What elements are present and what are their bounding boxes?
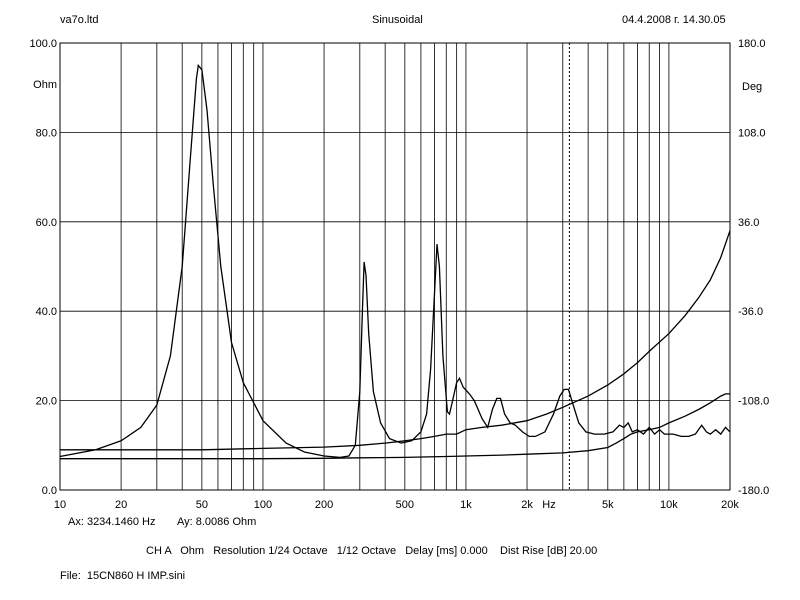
x-tick-label: 100	[254, 499, 272, 511]
plot-frame	[59, 42, 731, 491]
x-tick-label: 500	[396, 499, 414, 511]
y-right-tick-label: 108.0	[738, 127, 766, 139]
series-line-1	[59, 63, 731, 459]
settings-line: CH A Ohm Resolution 1/24 Octave 1/12 Oct…	[146, 545, 598, 557]
x-tick-label: 50	[196, 499, 208, 511]
y-left-tick-label: 100.0	[29, 38, 57, 50]
cursor-readout-y: Ay: 8.0086 Ohm	[177, 516, 257, 528]
x-tick-label: 10k	[660, 499, 678, 511]
y-right-tick-label: -180.0	[738, 485, 769, 497]
y-left-tick-label: 60.0	[36, 217, 57, 229]
x-tick-label: 200	[315, 499, 333, 511]
header-left-title: va7o.ltd	[60, 14, 99, 26]
y-right-unit-label: Deg	[742, 81, 762, 93]
y-left-tick-label: 40.0	[36, 306, 57, 318]
y-right-tick-label: -36.0	[738, 306, 763, 318]
series-line-3	[60, 393, 730, 460]
x-unit-label: Hz	[542, 499, 555, 511]
file-line: File: 15CN860 H IMP.sini	[60, 570, 186, 582]
x-tick-label: 20k	[721, 499, 739, 511]
x-tick-label: 20	[115, 499, 127, 511]
y-left-unit-label: Ohm	[33, 79, 57, 91]
series-line-2	[60, 230, 731, 451]
x-tick-label: 10	[54, 499, 66, 511]
header-timestamp: 04.4.2008 г. 14.30.05	[622, 14, 726, 26]
cursor-readout-x: Ax: 3234.1460 Hz	[68, 516, 156, 528]
y-right-tick-label: -108.0	[738, 396, 769, 408]
x-tick-label: 2k	[521, 499, 533, 511]
y-right-tick-label: 36.0	[738, 217, 759, 229]
series-layer	[59, 63, 731, 460]
x-tick-label: 1k	[460, 499, 472, 511]
y-left-tick-label: 80.0	[36, 127, 57, 139]
y-right-tick-label: 180.0	[738, 38, 766, 50]
y-left-tick-label: 20.0	[36, 396, 57, 408]
y-left-tick-label: 0.0	[42, 485, 57, 497]
x-tick-label: 5k	[602, 499, 614, 511]
chart-grid	[60, 42, 730, 491]
header-center-title: Sinusoidal	[372, 14, 423, 26]
axis-labels: 10 20 50 100 200 500 1k 2k 5k 10k 20k Hz 0.0 20.0 40.0…	[29, 38, 769, 511]
